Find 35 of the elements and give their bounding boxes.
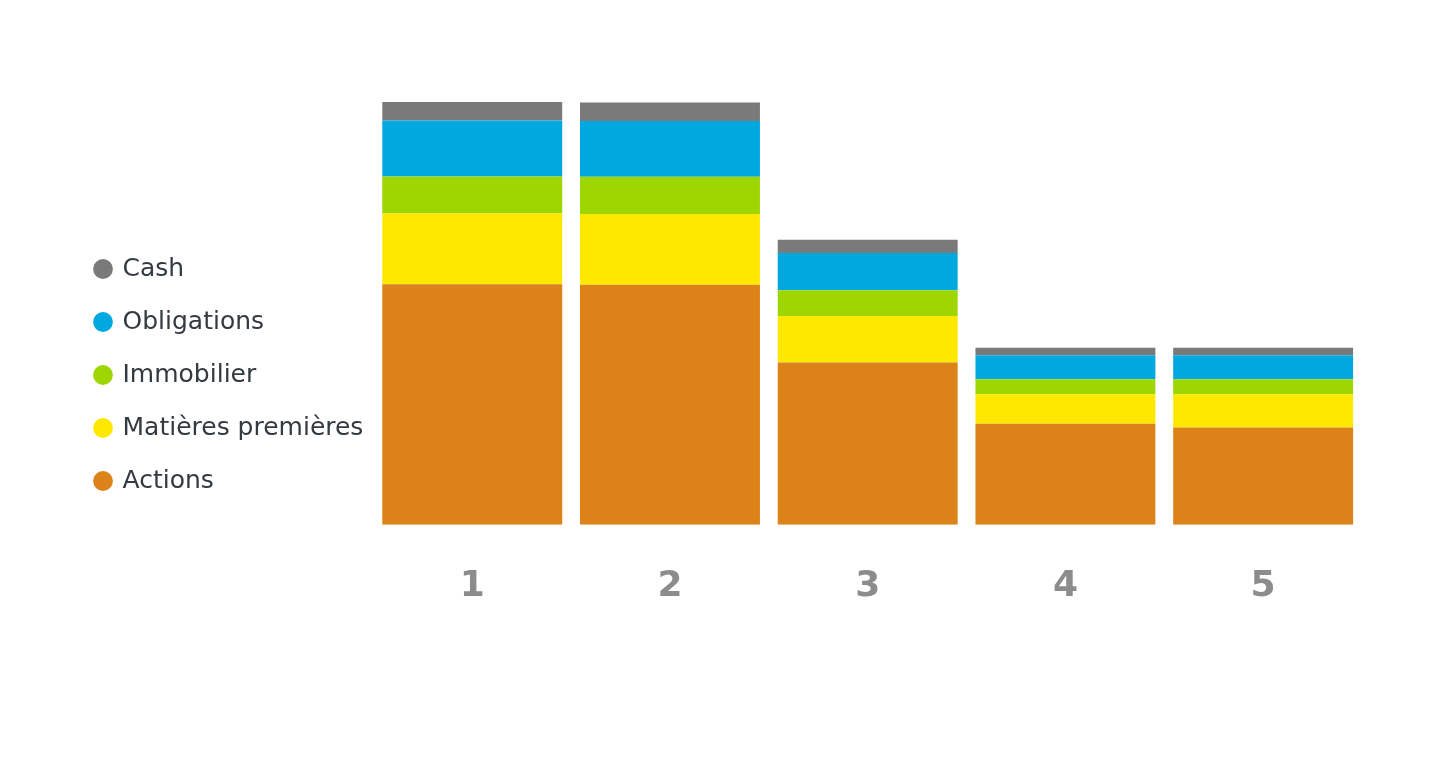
bar <box>975 347 1156 356</box>
bar <box>382 120 563 177</box>
bar <box>975 394 1156 424</box>
bar <box>975 379 1156 395</box>
bar <box>1173 427 1354 525</box>
bar <box>580 102 760 122</box>
bar <box>382 176 563 214</box>
legend-label: Matières premières <box>122 411 364 441</box>
bar <box>382 284 563 525</box>
x-tick-label: 3 <box>855 562 881 604</box>
bar <box>580 121 760 177</box>
legend-label: Obligations <box>122 305 265 335</box>
bar <box>580 176 760 215</box>
bar <box>382 102 563 121</box>
bar <box>1173 379 1354 395</box>
bar <box>580 284 760 525</box>
x-tick-label: 2 <box>657 562 683 604</box>
bar <box>777 239 958 253</box>
x-tick-label: 1 <box>459 562 485 604</box>
legend-label: Cash <box>122 252 185 282</box>
bar <box>975 423 1156 525</box>
bar <box>1173 394 1354 428</box>
bar <box>777 290 958 316</box>
bar <box>777 252 958 291</box>
bar <box>580 214 760 285</box>
x-tick-label: 5 <box>1250 562 1276 604</box>
bar <box>777 315 958 363</box>
bar <box>975 355 1156 380</box>
bar <box>1173 347 1354 356</box>
bar <box>1173 355 1354 380</box>
bar <box>777 362 958 525</box>
legend-label: Immobilier <box>122 358 257 388</box>
x-tick-label: 4 <box>1052 562 1078 604</box>
bar <box>382 213 563 285</box>
legend-label: Actions <box>122 464 214 494</box>
